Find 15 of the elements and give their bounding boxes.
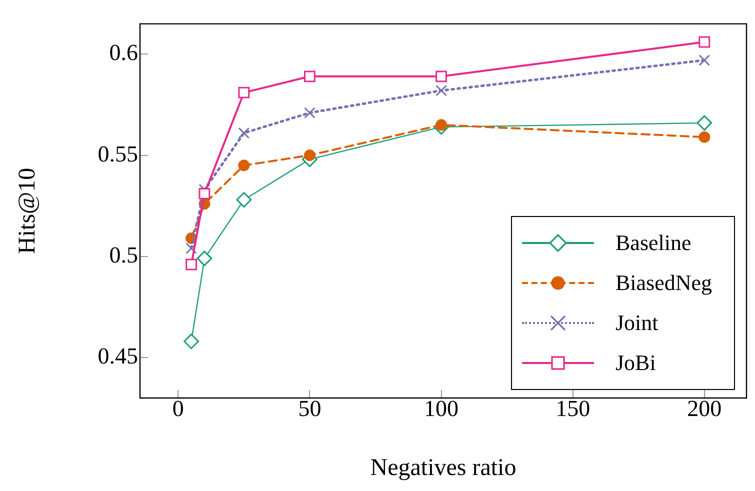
legend-label: JoBi — [616, 350, 656, 376]
x-tick-label: 0 — [172, 396, 184, 421]
x-tick-label: 50 — [298, 396, 322, 421]
legend-label: BiasedNeg — [616, 270, 712, 296]
legend-label: Baseline — [616, 230, 692, 256]
y-tick-label: 0.6 — [109, 40, 138, 66]
y-axis-title: Hits@10 — [14, 168, 41, 254]
x-tick-label: 100 — [424, 396, 459, 421]
x-axis-title: Negatives ratio — [370, 454, 516, 481]
y-tick-label: 0.5 — [109, 242, 138, 268]
y-tick-label: 0.55 — [98, 141, 138, 166]
y-tick-label: 0.45 — [98, 344, 138, 369]
x-tick-label: 150 — [556, 396, 590, 421]
legend-label: Joint — [616, 310, 658, 336]
x-tick-label: 200 — [687, 396, 722, 421]
